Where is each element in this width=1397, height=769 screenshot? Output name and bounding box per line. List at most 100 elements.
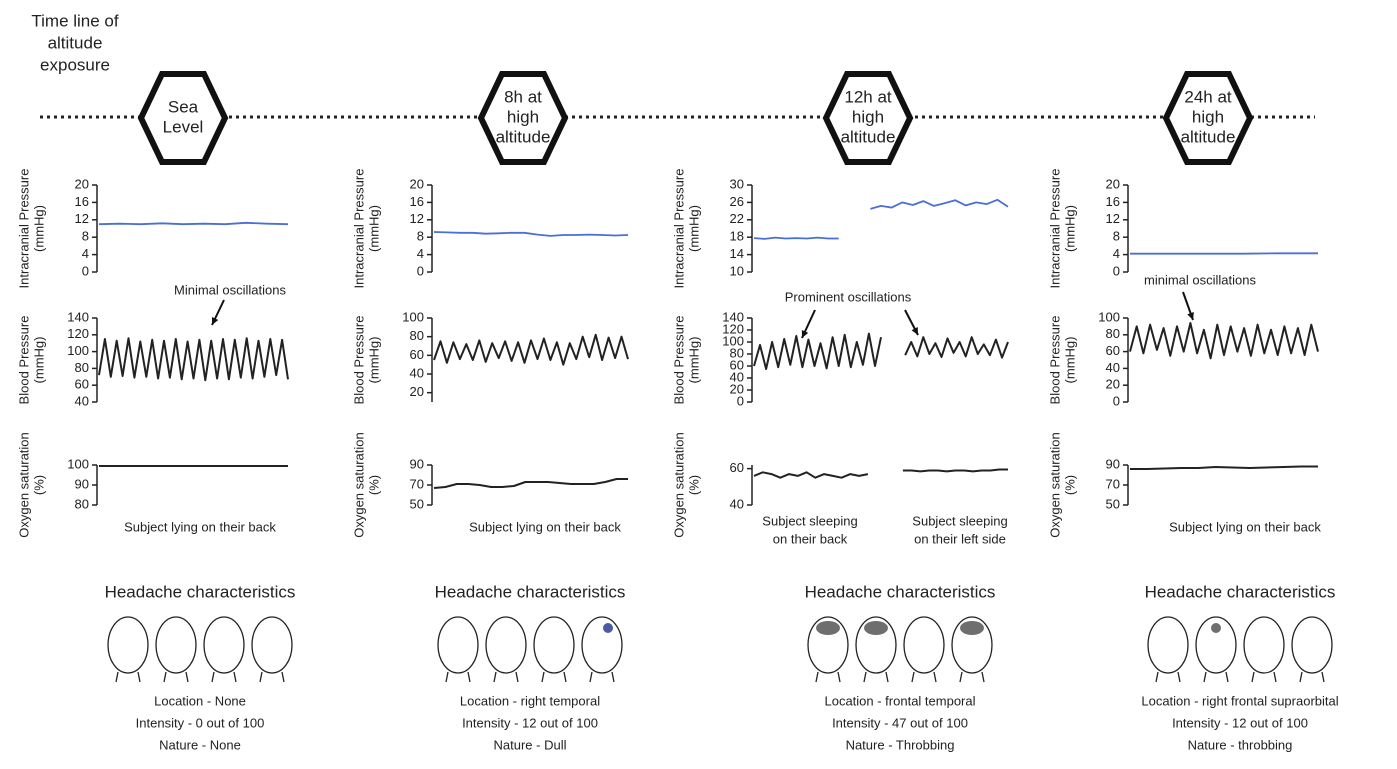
data-line — [434, 232, 628, 236]
y-tick-label: 40 — [1106, 360, 1120, 375]
stage-label: altitude — [1181, 127, 1236, 146]
y-tick-label: 80 — [1106, 326, 1120, 341]
caption: on their back — [773, 531, 848, 546]
pain-mark — [1211, 623, 1221, 633]
y-tick-label: 90 — [75, 476, 89, 491]
head-icon — [438, 617, 478, 673]
timeline-label: altitude — [48, 33, 103, 52]
y-tick-label: 80 — [410, 328, 424, 343]
head-icon — [156, 617, 196, 673]
caption: on their left side — [914, 531, 1006, 546]
head-icon — [108, 617, 148, 673]
stage-label: 8h at — [504, 87, 542, 106]
y-axis-label: Blood Pressure — [1047, 316, 1062, 405]
stage-label: altitude — [496, 127, 551, 146]
y-tick-label: 0 — [1113, 393, 1120, 408]
y-axis-label: Oxygen saturation — [16, 432, 31, 538]
y-axis-unit: (mmHg) — [366, 337, 381, 384]
y-tick-label: 0 — [82, 263, 89, 278]
y-axis-label: Blood Pressure — [671, 316, 686, 405]
figure: Time line ofaltitudeexposureSeaLevel8h a… — [0, 0, 1397, 769]
y-axis-unit: (%) — [366, 475, 381, 495]
head-icon — [252, 617, 292, 673]
data-line — [99, 338, 288, 380]
y-tick-label: 70 — [410, 476, 424, 491]
stage-label: high — [1192, 107, 1224, 126]
y-tick-label: 140 — [722, 309, 744, 324]
y-tick-label: 100 — [67, 343, 89, 358]
y-tick-label: 60 — [730, 460, 744, 475]
data-line — [1130, 467, 1318, 470]
data-line — [754, 470, 1008, 478]
y-tick-label: 26 — [730, 194, 744, 209]
caption: Subject lying on their back — [124, 519, 276, 534]
y-tick-label: 20 — [410, 384, 424, 399]
caption: Subject sleeping — [762, 513, 857, 528]
y-tick-label: 70 — [1106, 476, 1120, 491]
y-tick-label: 50 — [410, 496, 424, 511]
stage-label: altitude — [841, 127, 896, 146]
y-axis-unit: (%) — [31, 475, 46, 495]
pain-mark — [603, 623, 613, 633]
stage-label: high — [852, 107, 884, 126]
timeline-label: exposure — [40, 55, 110, 74]
y-tick-label: 8 — [417, 229, 424, 244]
y-tick-label: 4 — [417, 246, 424, 261]
y-axis-label: Intracranial Pressure — [671, 169, 686, 289]
y-tick-label: 8 — [1113, 229, 1120, 244]
stage-label: high — [507, 107, 539, 126]
y-axis-unit: (mmHg) — [1062, 337, 1077, 384]
y-axis-label: Intracranial Pressure — [351, 169, 366, 289]
y-axis-unit: (mmHg) — [686, 337, 701, 384]
headache-title: Headache characteristics — [1145, 582, 1336, 601]
data-line — [434, 335, 628, 365]
headache-nature: Nature - Dull — [494, 737, 567, 752]
pain-mark — [864, 621, 888, 635]
data-line — [754, 200, 1008, 239]
y-axis-label: Blood Pressure — [351, 316, 366, 405]
headache-location: Location - None — [154, 693, 246, 708]
head-icon — [904, 617, 944, 673]
headache-intensity: Intensity - 0 out of 100 — [136, 715, 265, 730]
caption: Subject sleeping — [912, 513, 1007, 528]
y-axis-label: Oxygen saturation — [1047, 432, 1062, 538]
y-axis-unit: (%) — [686, 475, 701, 495]
headache-location: Location - right frontal supraorbital — [1141, 693, 1338, 708]
stage-label: Sea — [168, 97, 199, 116]
y-axis-unit: (mmHg) — [31, 205, 46, 252]
y-tick-label: 80 — [75, 496, 89, 511]
y-tick-label: 90 — [410, 456, 424, 471]
head-icon — [1244, 617, 1284, 673]
y-tick-label: 60 — [410, 347, 424, 362]
y-axis-unit: (mmHg) — [686, 205, 701, 252]
annotation: Prominent oscillations — [785, 289, 912, 304]
y-tick-label: 30 — [730, 176, 744, 191]
headache-nature: Nature - None — [159, 737, 241, 752]
y-tick-label: 40 — [730, 496, 744, 511]
y-tick-label: 0 — [417, 263, 424, 278]
y-tick-label: 20 — [1106, 176, 1120, 191]
y-tick-label: 100 — [402, 309, 424, 324]
y-tick-label: 12 — [1106, 211, 1120, 226]
y-tick-label: 80 — [75, 360, 89, 375]
y-tick-label: 10 — [730, 263, 744, 278]
y-tick-label: 18 — [730, 229, 744, 244]
y-tick-label: 100 — [67, 456, 89, 471]
y-tick-label: 16 — [1106, 194, 1120, 209]
y-tick-label: 16 — [410, 194, 424, 209]
headache-nature: Nature - throbbing — [1188, 737, 1293, 752]
y-tick-label: 40 — [75, 393, 89, 408]
y-tick-label: 60 — [1106, 343, 1120, 358]
y-tick-label: 4 — [1113, 246, 1120, 261]
annotation: Minimal oscillations — [174, 282, 286, 297]
headache-title: Headache characteristics — [805, 582, 996, 601]
y-tick-label: 50 — [1106, 496, 1120, 511]
y-tick-label: 60 — [75, 377, 89, 392]
caption: Subject lying on their back — [469, 519, 621, 534]
y-tick-label: 20 — [1106, 377, 1120, 392]
stage-label: Level — [163, 117, 204, 136]
y-tick-label: 100 — [1098, 309, 1120, 324]
y-axis-label: Oxygen saturation — [671, 432, 686, 538]
caption: Subject lying on their back — [1169, 519, 1321, 534]
y-tick-label: 12 — [410, 211, 424, 226]
